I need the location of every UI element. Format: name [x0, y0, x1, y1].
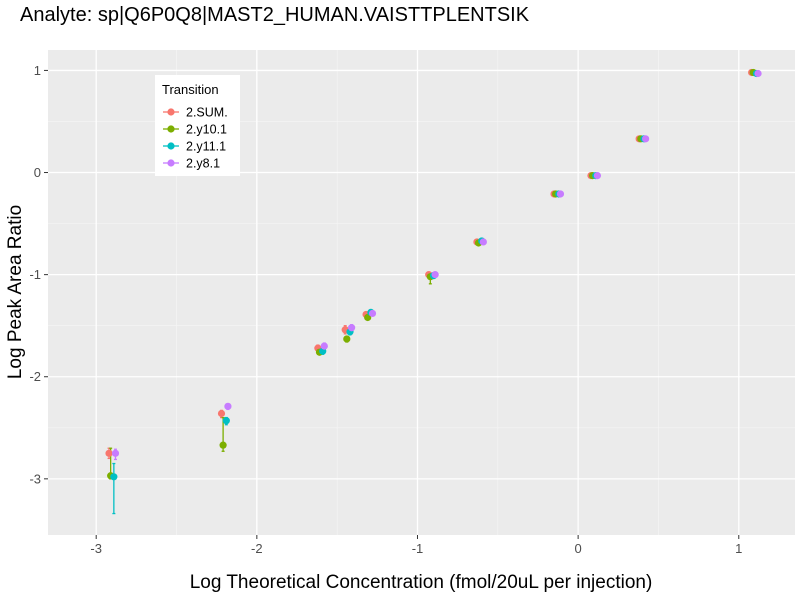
legend: Transition 2.SUM. 2.y10.1 2.y11.1 2.y8.1: [155, 75, 240, 176]
legend-key-point: [167, 142, 175, 150]
legend-title: Transition: [162, 82, 219, 97]
data-point: [642, 135, 650, 143]
chart-title: Analyte: sp|Q6P0Q8|MAST2_HUMAN.VAISTTPLE…: [20, 4, 530, 26]
data-point: [320, 342, 328, 350]
data-point: [111, 449, 120, 457]
x-axis-title: Log Theoretical Concentration (fmol/20uL…: [190, 572, 653, 593]
legend-label: 2.y11.1: [186, 140, 226, 154]
data-point: [110, 473, 118, 481]
grid-major: [48, 50, 795, 535]
x-axis-ticks: -3 -2 -1 0 1: [90, 535, 742, 556]
data-point: [754, 69, 762, 78]
x-tick-label: -2: [251, 541, 263, 556]
y-tick-label: -2: [29, 369, 41, 384]
data-point: [105, 449, 113, 457]
data-point: [222, 417, 230, 425]
data-point: [368, 309, 377, 318]
y-tick-label: 0: [34, 165, 41, 180]
legend-label: 2.y10.1: [186, 123, 227, 137]
legend-key-point: [167, 159, 175, 167]
legend-key-point: [167, 108, 175, 116]
y-tick-label: 1: [34, 63, 41, 78]
data-point: [224, 402, 232, 410]
data-point: [593, 171, 602, 180]
data-points: [105, 68, 762, 481]
legend-label: 2.SUM.: [186, 106, 228, 120]
y-axis-title: Log Peak Area Ratio: [5, 205, 26, 379]
legend-label: 2.y8.1: [186, 157, 220, 171]
x-tick-label: 1: [735, 541, 742, 556]
legend-box: [155, 75, 240, 176]
data-point: [217, 409, 226, 418]
y-tick-label: -1: [29, 267, 41, 282]
x-tick-label: 0: [575, 541, 582, 556]
data-point: [348, 324, 356, 332]
legend-items: 2.SUM. 2.y10.1 2.y11.1 2.y8.1: [163, 106, 228, 171]
x-tick-label: -3: [90, 541, 102, 556]
data-point: [343, 335, 351, 343]
x-tick-label: -1: [412, 541, 424, 556]
data-point: [479, 238, 487, 246]
y-tick-label: -3: [29, 471, 41, 486]
y-axis-ticks: -3 -2 -1 0 1: [29, 63, 48, 486]
legend-key-point: [167, 125, 175, 133]
data-point: [219, 441, 227, 449]
data-point: [556, 190, 565, 198]
data-point: [431, 271, 439, 279]
